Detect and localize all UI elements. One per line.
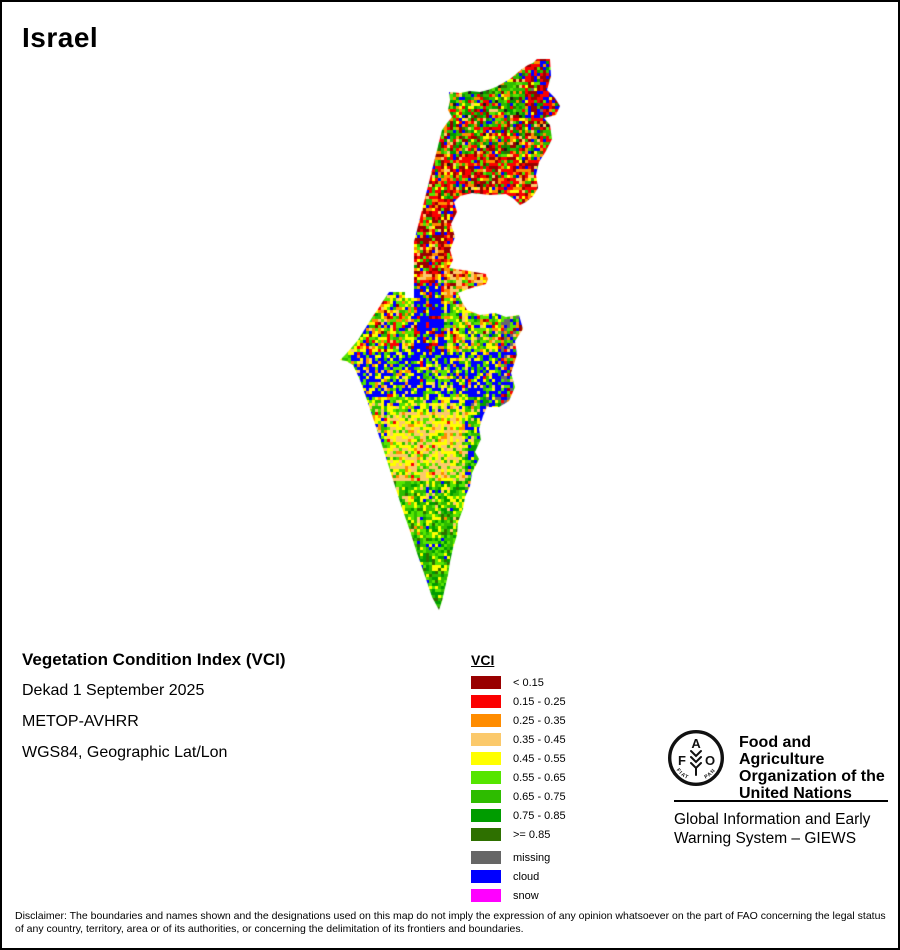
fao-letter-f: F — [678, 753, 686, 768]
legend-swatch — [471, 790, 501, 803]
fao-divider — [674, 800, 888, 802]
legend-title: VCI — [471, 652, 495, 668]
legend-item: snow — [471, 889, 566, 902]
legend-swatch — [471, 676, 501, 689]
legend-item: 0.35 - 0.45 — [471, 733, 566, 746]
legend-label: >= 0.85 — [513, 828, 551, 841]
legend-item: missing — [471, 851, 566, 864]
legend-swatch — [471, 828, 501, 841]
legend-label: 0.15 - 0.25 — [513, 695, 566, 708]
legend-classes: < 0.15 0.15 - 0.25 0.25 - 0.35 0.35 - 0.45 0… — [471, 676, 566, 841]
info-sensor: METOP-AVHRR — [22, 713, 139, 730]
legend-item: 0.25 - 0.35 — [471, 714, 566, 727]
legend-item: 0.15 - 0.25 — [471, 695, 566, 708]
legend-label: 0.55 - 0.65 — [513, 771, 566, 784]
info-dekad: Dekad 1 September 2025 — [22, 682, 205, 699]
giews-caption: Global Information and Early Warning Sys… — [674, 810, 870, 848]
legend-item: 0.45 - 0.55 — [471, 752, 566, 765]
israel-vci-map — [332, 50, 574, 628]
legend-item: < 0.15 — [471, 676, 566, 689]
legend-label: 0.65 - 0.75 — [513, 790, 566, 803]
legend-swatch — [471, 809, 501, 822]
fao-org-line: United Nations — [739, 785, 852, 802]
fao-org-line: Organization of the — [739, 768, 885, 785]
legend-swatch — [471, 870, 501, 883]
legend-swatch — [471, 851, 501, 864]
legend-label: 0.35 - 0.45 — [513, 733, 566, 746]
legend-label: 0.45 - 0.55 — [513, 752, 566, 765]
legend-item: >= 0.85 — [471, 828, 566, 841]
fao-wheat-icon — [690, 750, 702, 776]
info-projection: WGS84, Geographic Lat/Lon — [22, 744, 228, 761]
legend-label: snow — [513, 889, 539, 902]
legend-label: cloud — [513, 870, 540, 883]
legend-item: 0.75 - 0.85 — [471, 809, 566, 822]
fao-org-line: Food and Agriculture — [739, 734, 825, 768]
legend-swatch — [471, 889, 501, 902]
legend-extras: missing cloud snow — [471, 851, 566, 902]
legend-swatch — [471, 733, 501, 746]
legend-item: cloud — [471, 870, 566, 883]
fao-org-name: Food and Agriculture Organization of the… — [739, 734, 898, 802]
legend-label: 0.25 - 0.35 — [513, 714, 566, 727]
legend-swatch — [471, 771, 501, 784]
fao-logo-ring — [668, 730, 724, 786]
info-block: Vegetation Condition Index (VCI) Dekad 1… — [22, 650, 286, 774]
legend-item: 0.65 - 0.75 — [471, 790, 566, 803]
fao-logo: A F O FIAT PANIS — [668, 730, 724, 786]
legend-label: < 0.15 — [513, 676, 544, 689]
legend-swatch — [471, 752, 501, 765]
fao-letter-a: A — [691, 736, 701, 751]
info-heading: Vegetation Condition Index (VCI) — [22, 650, 286, 669]
legend-label: 0.75 - 0.85 — [513, 809, 566, 822]
disclaimer-text: Disclaimer: The boundaries and names sho… — [15, 910, 886, 935]
giews-line: Warning System – GIEWS — [674, 830, 857, 847]
giews-line: Global Information and Early — [674, 811, 871, 828]
legend-item: 0.55 - 0.65 — [471, 771, 566, 784]
legend-swatch — [471, 714, 501, 727]
legend-label: missing — [513, 851, 551, 864]
fao-letter-o: O — [705, 753, 715, 768]
page-title: Israel — [22, 22, 99, 53]
legend-swatch — [471, 695, 501, 708]
legend: VCI < 0.15 0.15 - 0.25 0.25 - 0.35 0.35 - 0… — [471, 652, 566, 908]
